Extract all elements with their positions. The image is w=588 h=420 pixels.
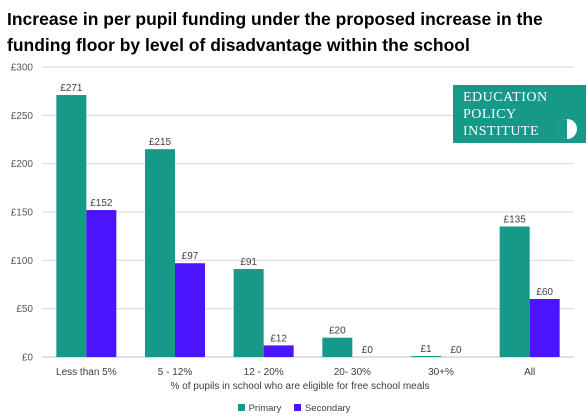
data-label: £97 bbox=[182, 251, 199, 262]
logo-line-2: POLICY bbox=[463, 107, 517, 122]
data-label: £60 bbox=[536, 287, 553, 298]
bar-secondary bbox=[263, 345, 294, 357]
x-tick-label: Less than 5% bbox=[56, 367, 117, 378]
legend: Primary Secondary bbox=[0, 403, 588, 414]
data-label: £1 bbox=[420, 344, 432, 355]
bar-primary bbox=[56, 95, 87, 358]
logo-line-3: INSTITUTE bbox=[463, 124, 540, 139]
logo-line-1: EDUCATION bbox=[463, 90, 548, 105]
bars bbox=[56, 95, 560, 358]
data-label: £91 bbox=[240, 257, 257, 268]
y-tick-label: £50 bbox=[16, 304, 33, 315]
chart-title: Increase in per pupil funding under the … bbox=[7, 6, 582, 58]
x-tick-label: 20- 30% bbox=[334, 367, 371, 378]
bar-primary bbox=[145, 149, 175, 357]
data-label: £12 bbox=[270, 333, 287, 344]
legend-swatch-secondary bbox=[293, 404, 301, 411]
bar-primary bbox=[499, 226, 530, 357]
bar-primary bbox=[411, 356, 441, 357]
x-tick-label: 30+% bbox=[428, 367, 454, 378]
data-label: £271 bbox=[60, 83, 83, 94]
legend-label-primary: Primary bbox=[248, 403, 282, 414]
data-label: £0 bbox=[450, 345, 462, 356]
y-tick-label: £150 bbox=[11, 208, 34, 219]
legend-item-primary: Primary bbox=[237, 403, 282, 414]
data-label: £215 bbox=[149, 137, 172, 148]
chart-title-line-2: funding floor by level of disadvantage w… bbox=[7, 35, 470, 55]
bar-secondary bbox=[175, 263, 205, 357]
data-label: £135 bbox=[504, 215, 527, 226]
y-axis-tick-labels: £0 £50 £100 £150 £200 £250 £300 bbox=[11, 63, 34, 364]
x-axis-label: % of pupils in school who are eligible f… bbox=[170, 381, 429, 392]
y-tick-label: £200 bbox=[11, 159, 34, 170]
legend-swatch-primary bbox=[237, 404, 245, 411]
data-labels: £271 £152 £215 £97 £91 £12 £20 £0 £1 £0 £135 £60 bbox=[60, 83, 553, 356]
y-tick-label: £250 bbox=[11, 111, 34, 122]
y-tick-label: £0 bbox=[22, 353, 34, 364]
bar-secondary bbox=[529, 299, 560, 357]
y-tick-label: £100 bbox=[11, 256, 34, 267]
x-tick-label: All bbox=[524, 367, 535, 378]
bar-primary bbox=[233, 269, 264, 357]
x-tick-label: 12 - 20% bbox=[244, 367, 284, 378]
data-label: £152 bbox=[90, 198, 113, 209]
gridlines bbox=[42, 66, 574, 358]
x-axis-tick-labels: Less than 5% 5 - 12% 12 - 20% 20- 30% 30+% Al… bbox=[56, 367, 535, 378]
legend-item-secondary: Secondary bbox=[293, 403, 351, 414]
data-label: £20 bbox=[329, 326, 346, 337]
chart-title-line-1: Increase in per pupil funding under the … bbox=[7, 9, 543, 29]
logo-emblem bbox=[453, 85, 586, 143]
education-policy-institute-logo: EDUCATION POLICY INSTITUTE bbox=[453, 85, 586, 143]
legend-label-secondary: Secondary bbox=[304, 403, 351, 414]
y-tick-label: £300 bbox=[11, 63, 34, 74]
bar-primary bbox=[322, 337, 353, 357]
bar-secondary bbox=[86, 210, 117, 357]
data-label: £0 bbox=[362, 345, 374, 356]
x-tick-label: 5 - 12% bbox=[158, 367, 193, 378]
